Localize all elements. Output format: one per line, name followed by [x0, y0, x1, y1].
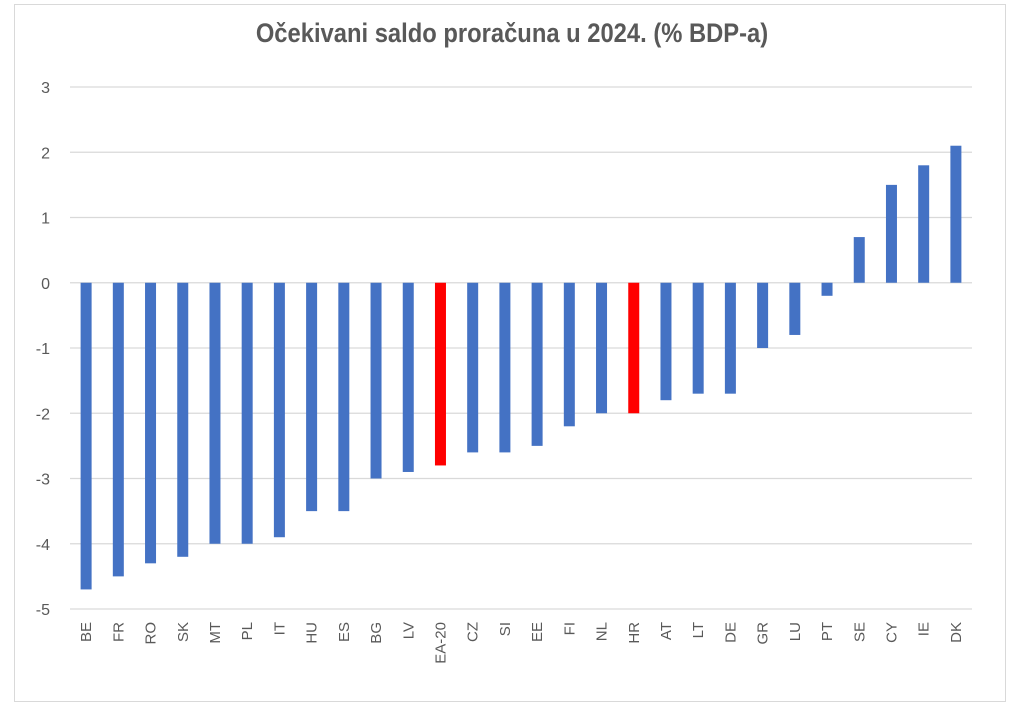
bar-dk	[950, 145, 962, 283]
y-tick-label: 1	[41, 211, 50, 228]
bar-sk	[177, 282, 189, 557]
x-tick-label: MT	[207, 622, 224, 644]
bar-at	[660, 282, 672, 401]
x-tick-label: FI	[561, 622, 578, 635]
x-tick-label: LU	[787, 622, 804, 641]
bar-lv	[402, 282, 414, 472]
x-tick-label: SE	[851, 622, 868, 642]
x-tick-label: ES	[336, 622, 353, 642]
bar-mt	[209, 282, 221, 544]
bar-gr	[757, 282, 769, 348]
bar-ea-20	[434, 282, 446, 466]
y-tick-label: -5	[36, 602, 50, 619]
x-tick-label: SI	[497, 622, 514, 636]
x-tick-label: GR	[755, 622, 772, 645]
x-tick-label: CZ	[465, 622, 482, 642]
x-tick-label: EA-20	[432, 622, 449, 664]
y-tick-label: -4	[36, 537, 50, 554]
x-tick-label: DK	[948, 622, 965, 643]
x-tick-label: SK	[175, 622, 192, 642]
chart-frame	[14, 4, 1006, 702]
x-tick-label: AT	[658, 622, 675, 640]
bar-de	[724, 282, 736, 394]
x-tick-label: DE	[722, 622, 739, 643]
x-tick-label: PL	[239, 622, 256, 640]
x-tick-label: LT	[690, 622, 707, 638]
bar-pt	[821, 282, 833, 296]
x-tick-label: RO	[143, 622, 160, 645]
x-tick-label: BG	[368, 622, 385, 644]
y-tick-label: -2	[36, 406, 50, 423]
bar-hr	[628, 282, 640, 414]
chart-title: Očekivani saldo proračuna u 2024. (% BDP…	[255, 18, 769, 48]
x-tick-label: IT	[271, 622, 288, 635]
bar-fr	[112, 282, 124, 577]
x-tick-label: BE	[78, 622, 95, 642]
bar-bg	[370, 282, 382, 479]
x-tick-label: LV	[400, 622, 417, 639]
bar-es	[338, 282, 350, 512]
bar-se	[853, 237, 865, 283]
bar-be	[80, 282, 92, 590]
bar-si	[499, 282, 511, 453]
bar-it	[273, 282, 285, 538]
x-tick-label: CY	[883, 622, 900, 643]
bar-lu	[789, 282, 801, 335]
x-tick-label: PT	[819, 622, 836, 641]
bar-ro	[145, 282, 157, 564]
y-tick-label: -1	[36, 341, 50, 358]
y-tick-label: 0	[41, 276, 50, 293]
x-tick-label: HU	[304, 622, 321, 644]
y-tick-label: 2	[41, 145, 50, 162]
x-tick-label: FR	[110, 622, 127, 642]
bar-lt	[692, 282, 704, 394]
y-tick-label: -3	[36, 472, 50, 489]
bar-hu	[306, 282, 318, 512]
bar-nl	[596, 282, 608, 414]
x-tick-label: HR	[626, 622, 643, 644]
x-tick-label: IE	[916, 622, 933, 636]
bar-ie	[918, 165, 930, 283]
x-tick-label: EE	[529, 622, 546, 642]
bar-pl	[241, 282, 253, 544]
y-tick-label: 3	[41, 80, 50, 97]
x-tick-label: NL	[594, 622, 611, 641]
bar-cz	[467, 282, 479, 453]
bar-cy	[885, 184, 897, 283]
bar-ee	[531, 282, 543, 446]
bar-fi	[563, 282, 575, 427]
